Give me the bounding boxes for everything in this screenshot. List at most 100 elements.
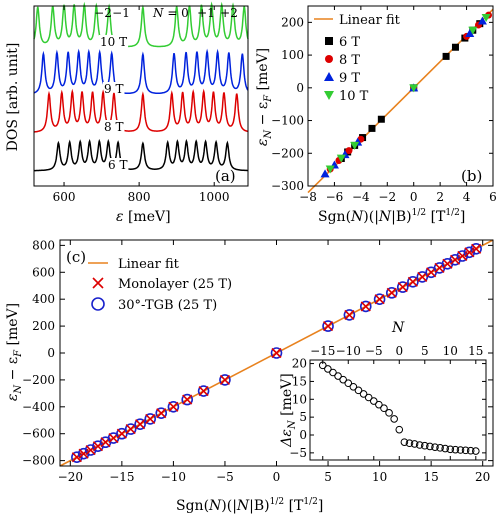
c-legend-monolayer-label: Monolayer (25 T) <box>118 277 232 292</box>
b-x-half: 1/2 <box>412 208 426 218</box>
a-label-bg <box>103 82 125 96</box>
inset-point <box>456 446 465 454</box>
b-ylabel: εN − εF [meV] <box>255 48 274 146</box>
b-point-8T <box>345 147 353 155</box>
c-ytick-label-200: 200 <box>32 319 55 333</box>
b-y-F: F <box>263 94 274 103</box>
c-point-monolayer <box>168 401 179 412</box>
b-ytick-label-100: 100 <box>281 48 304 62</box>
b-legend-swatch-9T <box>324 72 334 81</box>
c-y-unit: [meV] <box>5 303 21 350</box>
b-x-mid: )(| <box>363 209 379 225</box>
c-point-monolayer <box>198 385 209 397</box>
b-y-N: N <box>263 129 274 140</box>
inset-y-unit: [meV] <box>279 373 295 420</box>
b-point-6T <box>368 124 376 132</box>
b-ytick-label--100: −100 <box>271 114 304 128</box>
a-label-n0: N = 0 <box>152 6 189 20</box>
c-xtick-label-0: 0 <box>273 470 281 484</box>
inset-ytick-label-10: 10 <box>292 392 307 406</box>
c-x-half2: 1/2 <box>303 497 317 507</box>
inset-point <box>349 382 358 391</box>
c-x-N2: N <box>236 498 250 514</box>
c-point-monolayer <box>457 250 468 262</box>
b-y-eps: ε <box>255 139 271 147</box>
inset-ticks: −15 −10 −5 0 5 10 15 −5 0 5 10 15 20 <box>289 344 486 460</box>
b-point-10T <box>336 154 346 163</box>
b-point-6T <box>442 52 450 60</box>
b-legend-label-9T: 9 T <box>339 71 360 86</box>
c-ytick-label--200: −200 <box>22 373 55 387</box>
inset-point <box>339 375 347 384</box>
a-xlabel-eps: ε <box>116 209 124 225</box>
c-point-tgb <box>155 407 168 419</box>
inset-point <box>359 390 368 398</box>
a-xtick-label-800: 800 <box>128 190 151 204</box>
inset-xtick-label--15: −15 <box>310 344 335 358</box>
b-point-10T <box>468 26 478 35</box>
c-point-monolayer <box>407 276 418 287</box>
inset-point <box>324 365 332 373</box>
a-label-n-1: −1 <box>112 6 130 20</box>
b-frame <box>307 5 494 187</box>
b-panel-label: (b) <box>461 167 482 185</box>
b-x-tail: |B) <box>391 209 411 225</box>
c-ytick-label-400: 400 <box>32 292 55 306</box>
panel-c: εN − εF [meV] −20 −15 −10 −5 0 5 10 15 20−800−60… <box>5 238 494 514</box>
a-curve-6T <box>34 138 248 172</box>
c-legend-fit-label: Linear fit <box>118 257 180 272</box>
panel-a: DOS [arb. unit] 10 T 9 T 8 T 6 T 600 800 1000… <box>5 1 249 225</box>
b-legend-label-6T: 6 T <box>339 35 360 50</box>
b-legend-swatch-10T <box>324 91 334 100</box>
a-label-eq0: = 0 <box>164 6 189 20</box>
b-ytick-label-0: 0 <box>296 81 304 95</box>
a-label-n+1: +1 <box>197 6 215 20</box>
c-ytick-label--400: −400 <box>22 400 55 414</box>
a-series-label-10T: 10 T <box>100 35 127 49</box>
c-plot <box>59 239 494 467</box>
c-x-unit: [T <box>284 498 304 514</box>
c-point-monolayer <box>386 287 397 298</box>
c-point-tgb <box>456 250 469 262</box>
c-y-minus: − ε <box>5 357 21 385</box>
c-ytick-label--800: −800 <box>22 454 55 468</box>
inset-xlabel: N <box>391 320 405 336</box>
b-legend-fit-label: Linear fit <box>339 13 401 28</box>
b-x-sgn: Sgn( <box>318 209 351 225</box>
inset-point <box>420 441 429 450</box>
inset-xtick-label-15: 15 <box>468 344 483 358</box>
inset-xtick-label--5: −5 <box>365 344 383 358</box>
c-point-monolayer <box>71 452 82 463</box>
inset-point <box>405 439 414 448</box>
inset-ylabel: ΔεN [meV] <box>279 373 298 447</box>
c-point-monolayer <box>125 424 136 435</box>
c-point-tgb <box>197 385 210 397</box>
b-x-N: N <box>350 209 364 225</box>
b-point-9T <box>477 16 487 25</box>
c-xtick-label--5: −5 <box>216 470 234 484</box>
c-point-tgb <box>463 246 476 259</box>
b-x-unit: [T <box>426 209 446 225</box>
b-xtick-label-2: 2 <box>436 190 444 204</box>
c-ytick-label-800: 800 <box>32 238 55 252</box>
c-xtick-label--10: −10 <box>161 470 186 484</box>
a-label-n+2: +2 <box>220 6 238 20</box>
c-point-monolayer <box>116 428 127 439</box>
b-xtick-label--2: −2 <box>378 190 396 204</box>
c-point-monolayer <box>182 394 193 405</box>
c-point-monolayer <box>219 374 231 385</box>
b-plot <box>307 8 494 194</box>
b-x-N2: N <box>378 209 392 225</box>
b-ytick-label--200: −200 <box>271 146 304 160</box>
c-panel-label: (c) <box>66 248 86 266</box>
inset-y-sub: N <box>287 419 298 430</box>
b-ticks: −8 −6 −4 −2 0 2 4 6 −300 −200 −100 0 100 200 <box>271 6 497 204</box>
c-point-monolayer <box>135 419 146 430</box>
b-legend-label-8T: 8 T <box>339 53 360 68</box>
b-point-9T <box>465 28 475 37</box>
c-point-tgb <box>77 447 90 460</box>
b-legend: Linear fit 6 T 8 T 9 T 10 T <box>314 13 401 104</box>
b-point-10T <box>409 84 419 93</box>
c-point-tgb <box>71 451 83 464</box>
